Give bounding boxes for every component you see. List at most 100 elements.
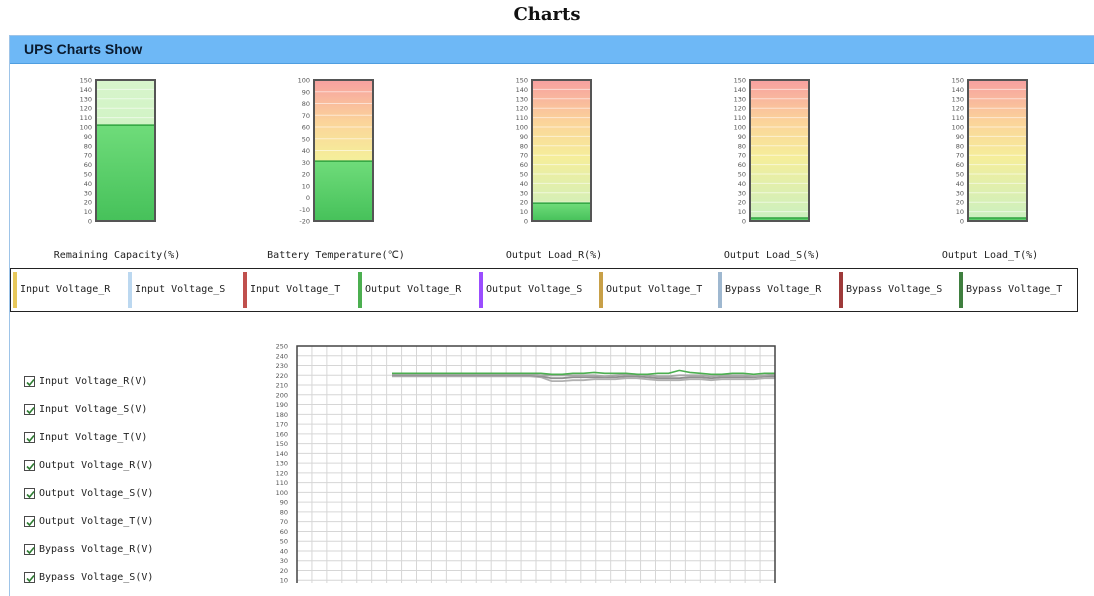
gauge-tick-label: 120: [80, 105, 92, 113]
y-tick-label: 70: [280, 518, 288, 526]
legend-item-bypass-voltage-t[interactable]: Bypass Voltage_T: [957, 269, 1075, 311]
gauge-tick-label: 40: [84, 180, 92, 188]
gauge-tick-label: 100: [80, 124, 92, 132]
checkbox-input-voltage-r[interactable]: Input Voltage_R(V): [24, 375, 194, 391]
checkbox-box[interactable]: [24, 404, 35, 415]
y-tick-label: 130: [276, 460, 288, 468]
y-tick-label: 20: [280, 567, 288, 575]
gauge-tick-label: 0: [88, 218, 92, 226]
gauge-tick-label: 110: [734, 114, 746, 122]
legend-label: Output Voltage_R: [365, 284, 462, 295]
y-tick-label: 220: [276, 372, 288, 380]
gauge-tick-label: 120: [734, 105, 746, 113]
gauge-tick-label: 30: [520, 189, 528, 197]
legend-item-output-voltage-t[interactable]: Output Voltage_T: [597, 269, 715, 311]
checkbox-input-voltage-s[interactable]: Input Voltage_S(V): [24, 403, 194, 419]
legend-item-output-voltage-s[interactable]: Output Voltage_S: [477, 269, 595, 311]
gauge-tick-label: 80: [956, 142, 964, 150]
legend-item-input-voltage-s[interactable]: Input Voltage_S: [126, 269, 244, 311]
series-legend: Input Voltage_R Input Voltage_S Input Vo…: [10, 268, 1078, 312]
gauge-tick-label: 100: [298, 77, 310, 85]
legend-item-bypass-voltage-r[interactable]: Bypass Voltage_R: [716, 269, 834, 311]
charts-panel: UPS Charts Show: [9, 35, 1094, 596]
gauge-tick-label: 130: [952, 95, 964, 103]
checkbox-label: Input Voltage_T(V): [39, 432, 148, 443]
gauge-frame: [95, 79, 156, 222]
y-tick-label: 80: [280, 508, 288, 516]
gauge-tick-label: 50: [302, 135, 310, 143]
checkbox-label: Output Voltage_S(V): [39, 488, 154, 499]
y-tick-label: 200: [276, 391, 288, 399]
panel-title: UPS Charts Show: [24, 41, 143, 57]
gauge-tick-label: 70: [520, 152, 528, 160]
gauge-tick-label: 80: [738, 142, 746, 150]
gauge-tick-label: 50: [84, 171, 92, 179]
gauge-tick-label: 140: [952, 86, 964, 94]
gauge-label-output-load-s: Output Load_S(%): [723, 250, 821, 261]
gauge-tick-label: 20: [84, 199, 92, 207]
legend-label: Output Voltage_S: [486, 284, 583, 295]
checkbox-box[interactable]: [24, 460, 35, 471]
checkbox-box[interactable]: [24, 376, 35, 387]
gauge-tick-label: 40: [738, 180, 746, 188]
legend-label: Input Voltage_R: [20, 284, 111, 295]
checkbox-output-voltage-s[interactable]: Output Voltage_S(V): [24, 487, 194, 503]
checkbox-box[interactable]: [24, 488, 35, 499]
legend-item-input-voltage-r[interactable]: Input Voltage_R: [11, 269, 129, 311]
series-line-output-voltage-r: [392, 369, 775, 376]
gauge-frame: [967, 79, 1028, 222]
gauge-fill: [96, 125, 155, 221]
legend-item-bypass-voltage-s[interactable]: Bypass Voltage_S: [837, 269, 955, 311]
voltage-line-chart: 2502402302202102001901801701601501401301…: [276, 343, 776, 583]
checkbox-output-voltage-r[interactable]: Output Voltage_R(V): [24, 459, 194, 475]
gauge-tick-label: 90: [520, 133, 528, 141]
gauge-tick-label: 0: [306, 194, 310, 202]
gauge-tick-label: 80: [302, 100, 310, 108]
legend-swatch: [13, 272, 17, 308]
checkbox-label: Bypass Voltage_S(V): [39, 572, 154, 583]
gauge-tick-label: 110: [516, 114, 528, 122]
gauge-tick-label: 20: [520, 199, 528, 207]
y-tick-label: 110: [276, 479, 288, 487]
y-tick-label: 150: [276, 440, 288, 448]
panel-header: UPS Charts Show: [10, 36, 1094, 64]
gauge-tick-label: 130: [734, 95, 746, 103]
checkbox-label: Output Voltage_R(V): [39, 460, 154, 471]
checkmark-icon: [26, 378, 35, 387]
checkbox-bypass-voltage-r[interactable]: Bypass Voltage_R(V): [24, 543, 194, 559]
legend-label: Bypass Voltage_R: [725, 284, 822, 295]
y-tick-label: 50: [280, 538, 288, 546]
gauge-label-battery-temperature: Battery Temperature(℃): [267, 250, 405, 261]
legend-swatch: [479, 272, 483, 308]
checkmark-icon: [26, 406, 35, 415]
checkbox-box[interactable]: [24, 432, 35, 443]
gauge-tick-label: 40: [302, 147, 310, 155]
legend-item-output-voltage-r[interactable]: Output Voltage_R: [356, 269, 474, 311]
checkbox-box[interactable]: [24, 544, 35, 555]
checkbox-box[interactable]: [24, 516, 35, 527]
gauge-fill: [750, 218, 809, 221]
gauge-tick-label: 130: [516, 95, 528, 103]
gauge-tick-label: 30: [84, 189, 92, 197]
gauge-tick-label: 60: [84, 161, 92, 169]
gauge-tick-label: -20: [299, 218, 310, 226]
gauge-tick-label: 50: [520, 171, 528, 179]
legend-swatch: [358, 272, 362, 308]
y-tick-label: 210: [276, 382, 288, 390]
legend-item-input-voltage-t[interactable]: Input Voltage_T: [241, 269, 359, 311]
gauge-tick-label: 140: [516, 86, 528, 94]
gauge-tick-label: 80: [520, 142, 528, 150]
checkbox-output-voltage-t[interactable]: Output Voltage_T(V): [24, 515, 194, 531]
gauge-tick-label: 70: [84, 152, 92, 160]
gauge-tick-label: 40: [956, 180, 964, 188]
y-tick-label: 60: [280, 528, 288, 536]
gauge-tick-label: 120: [952, 105, 964, 113]
gauge-frame: [531, 79, 592, 222]
gauge-tick-label: 150: [952, 77, 964, 85]
checkbox-input-voltage-t[interactable]: Input Voltage_T(V): [24, 431, 194, 447]
checkmark-icon: [26, 518, 35, 527]
